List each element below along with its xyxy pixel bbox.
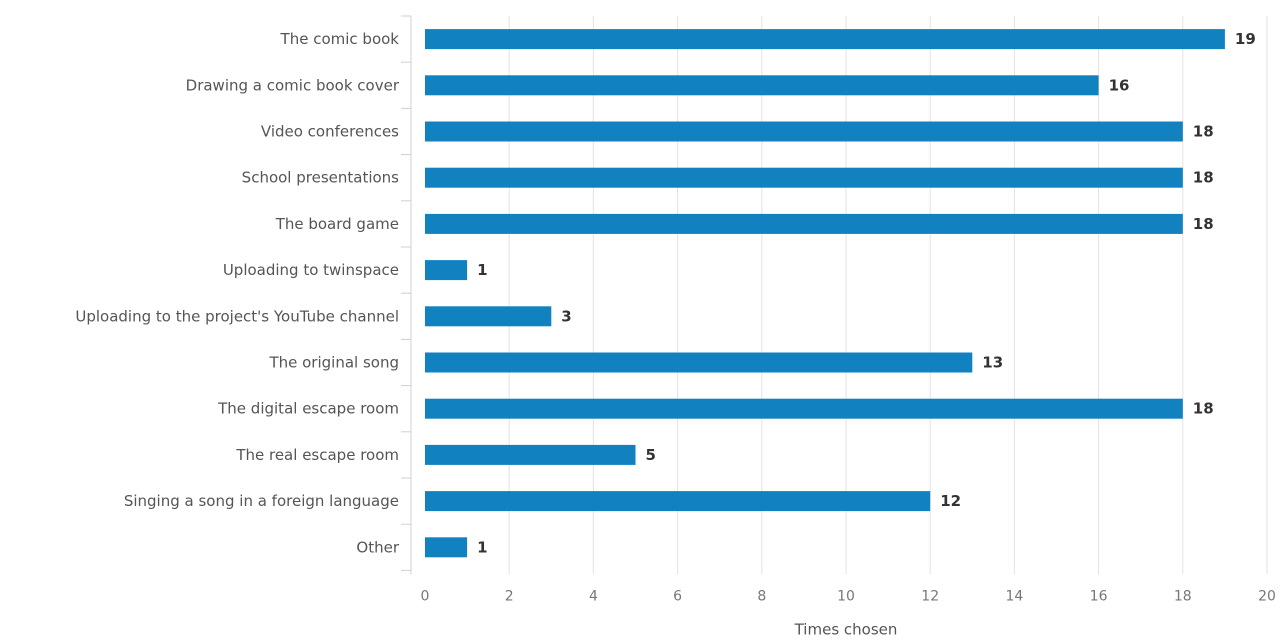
data-label: 18 bbox=[1193, 169, 1214, 187]
bar bbox=[425, 75, 1099, 96]
bar bbox=[425, 260, 468, 281]
category-label: The board game bbox=[275, 215, 399, 233]
x-tick-label: 16 bbox=[1090, 588, 1108, 604]
x-tick-label: 4 bbox=[589, 588, 598, 604]
category-label: The real escape room bbox=[235, 446, 399, 464]
bar bbox=[425, 29, 1225, 50]
data-label: 18 bbox=[1193, 123, 1214, 141]
x-tick-label: 6 bbox=[673, 588, 682, 604]
bar bbox=[425, 491, 931, 512]
bar bbox=[425, 444, 636, 465]
x-tick-label: 12 bbox=[921, 588, 939, 604]
x-tick-label: 2 bbox=[505, 588, 514, 604]
y-axis bbox=[401, 15, 412, 575]
x-tick-label: 20 bbox=[1258, 588, 1276, 604]
category-labels: The comic book Drawing a comic book cover… bbox=[75, 30, 399, 556]
category-label: Drawing a comic book cover bbox=[186, 76, 400, 94]
bar bbox=[425, 167, 1183, 188]
category-label: The comic book bbox=[280, 30, 400, 48]
category-label: Uploading to twinspace bbox=[223, 261, 399, 279]
category-label: Uploading to the project's YouTube chann… bbox=[75, 307, 399, 325]
category-label: The digital escape room bbox=[217, 400, 399, 418]
data-label: 12 bbox=[940, 492, 961, 510]
x-axis-title: Times chosen bbox=[794, 620, 898, 638]
bar bbox=[425, 213, 1183, 234]
data-label: 13 bbox=[982, 354, 1003, 372]
category-label: Singing a song in a foreign language bbox=[124, 492, 399, 510]
gridlines bbox=[508, 16, 1268, 575]
category-label: Other bbox=[356, 538, 399, 556]
category-label: The original song bbox=[268, 354, 399, 372]
data-label: 16 bbox=[1109, 76, 1130, 94]
data-label: 1 bbox=[477, 538, 487, 556]
bar bbox=[425, 537, 468, 558]
bar bbox=[425, 352, 973, 373]
x-tick-label: 18 bbox=[1174, 588, 1192, 604]
data-label: 1 bbox=[477, 261, 487, 279]
bar bbox=[425, 121, 1183, 142]
data-label: 19 bbox=[1235, 30, 1256, 48]
data-label: 5 bbox=[646, 446, 656, 464]
bar bbox=[425, 306, 552, 327]
x-tick-label: 14 bbox=[1005, 588, 1023, 604]
bar bbox=[425, 398, 1183, 419]
data-label: 18 bbox=[1193, 400, 1214, 418]
x-tick-label: 8 bbox=[757, 588, 766, 604]
data-label: 18 bbox=[1193, 215, 1214, 233]
data-label: 3 bbox=[561, 307, 571, 325]
category-label: School presentations bbox=[242, 169, 400, 187]
x-tick-label: 0 bbox=[421, 588, 430, 604]
x-tick-labels: 0 2 4 6 8 10 12 14 16 18 20 bbox=[421, 588, 1276, 604]
bars bbox=[425, 29, 1225, 558]
x-tick-label: 10 bbox=[837, 588, 855, 604]
category-label: Video conferences bbox=[261, 123, 399, 141]
